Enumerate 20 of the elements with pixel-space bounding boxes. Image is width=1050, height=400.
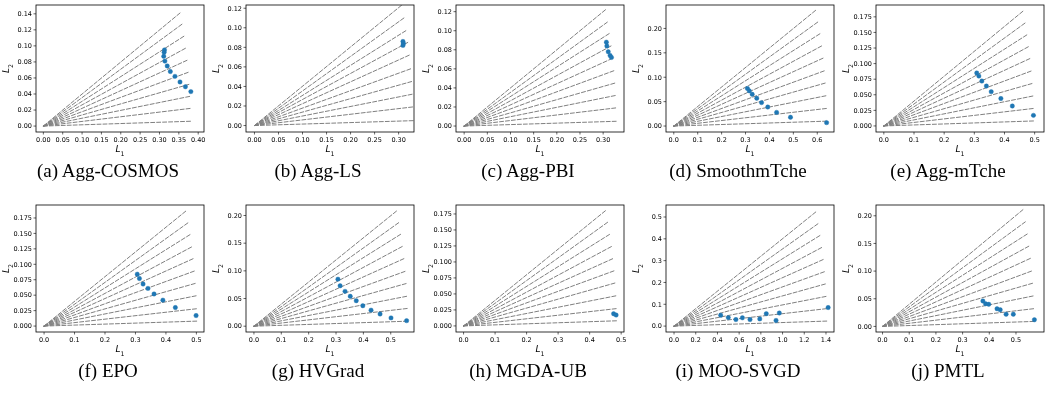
text: (b) Agg-LS	[274, 160, 362, 182]
x-axis-title: L$_{1}$	[955, 144, 965, 157]
text: (g) HVGrad	[271, 360, 365, 382]
x-axis-title: L$_{1}$	[745, 344, 755, 357]
x-axis-title: L$_{1}$	[745, 144, 755, 157]
text: (i) MOO-SVGD	[675, 360, 801, 382]
x-axis-title: L$_{1}$	[955, 344, 965, 357]
x-axis-title: L$_{1}$	[535, 344, 545, 357]
text: (j) PMTL	[911, 360, 985, 382]
x-axis-title: L$_{1}$	[535, 144, 545, 157]
text: (e) Agg-mTche	[890, 160, 1006, 182]
text: (d) SmoothmTche	[669, 160, 807, 182]
text: (a) Agg-COSMOS	[37, 160, 179, 182]
text: (c) Agg-PBI	[481, 160, 575, 182]
x-axis-title: L$_{1}$	[325, 344, 335, 357]
x-axis-title: L$_{1}$	[115, 344, 125, 357]
x-axis-title: L$_{1}$	[325, 144, 335, 157]
text: (f) EPO	[78, 360, 138, 382]
x-axis-title: L$_{1}$	[115, 144, 125, 157]
text: (h) MGDA-UB	[469, 360, 587, 382]
